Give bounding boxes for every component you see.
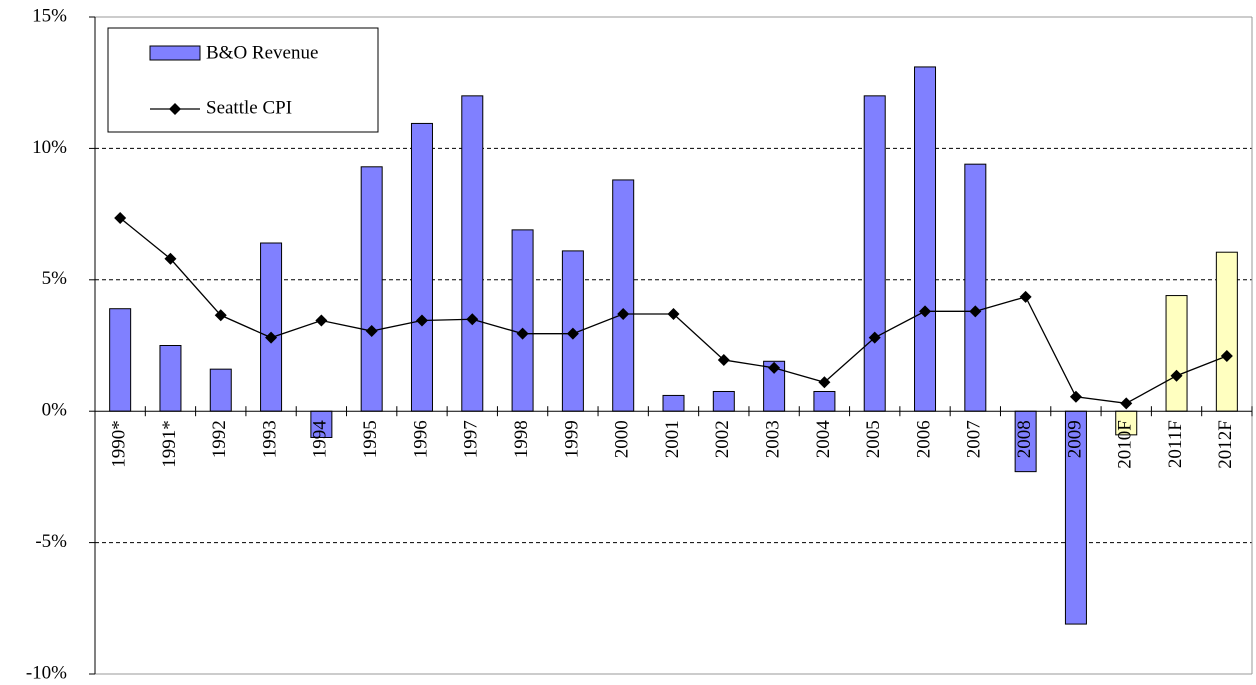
y-tick-label: 5% (42, 268, 68, 289)
marker (1019, 290, 1032, 303)
legend-label: B&O Revenue (206, 42, 318, 63)
bar (410, 122, 433, 412)
x-tick-label: 1998 (511, 420, 532, 458)
x-tick-label: 1995 (360, 420, 381, 458)
marker (717, 353, 730, 366)
x-tick-label: 2001 (662, 420, 683, 458)
marker (617, 307, 630, 320)
x-tick-label: 2009 (1064, 420, 1085, 458)
x-tick-label: 2011F (1165, 420, 1186, 468)
marker (415, 314, 428, 327)
marker (868, 331, 881, 344)
bar (964, 163, 987, 412)
bar (662, 394, 685, 412)
legend-box (107, 27, 379, 133)
marker (214, 309, 227, 322)
marker (1069, 390, 1082, 403)
x-tick-label: 1997 (461, 420, 482, 458)
bar (863, 95, 886, 412)
bar (813, 390, 836, 412)
x-tick-label: 1994 (310, 420, 331, 459)
x-tick-label: 1990* (109, 420, 130, 468)
bar (511, 229, 534, 412)
x-tick-label: 1996 (410, 420, 431, 458)
x-tick-label: 1991* (159, 420, 180, 468)
bar (612, 179, 635, 412)
x-tick-label: 2012F (1215, 420, 1236, 469)
x-tick-label: 2000 (612, 420, 633, 458)
marker (818, 376, 831, 389)
marker (919, 305, 932, 318)
bar (109, 308, 132, 412)
legend-swatch (149, 45, 201, 61)
marker (265, 331, 278, 344)
x-tick-label: 1993 (259, 420, 280, 458)
marker (365, 325, 378, 338)
bar (260, 242, 283, 412)
legend-label: Seattle CPI (206, 97, 292, 118)
marker (516, 327, 529, 340)
y-tick-label: -5% (35, 531, 67, 552)
bar (712, 390, 735, 412)
y-tick-label: 15% (32, 5, 67, 26)
bar (360, 166, 383, 412)
x-tick-label: 2008 (1014, 420, 1035, 458)
marker (768, 361, 781, 374)
x-tick-label: 1992 (209, 420, 230, 458)
marker (969, 305, 982, 318)
marker (164, 252, 177, 265)
x-tick-label: 2007 (964, 420, 985, 458)
bar (209, 368, 232, 412)
x-tick-label: 2002 (712, 420, 733, 458)
y-tick-label: 10% (32, 137, 67, 158)
marker (315, 314, 328, 327)
y-tick-label: -10% (26, 662, 67, 683)
bar (1215, 251, 1238, 412)
bar (1165, 295, 1188, 412)
marker (566, 327, 579, 340)
y-tick-label: 0% (42, 400, 68, 421)
bar (914, 66, 937, 412)
x-tick-label: 2004 (813, 420, 834, 459)
x-tick-label: 1999 (561, 420, 582, 458)
marker (1120, 397, 1133, 410)
bar (461, 95, 484, 412)
marker (1220, 350, 1233, 363)
bar (159, 345, 182, 412)
marker (114, 212, 127, 225)
x-tick-label: 2006 (913, 420, 934, 458)
legend-marker (169, 103, 181, 115)
x-tick-label: 2005 (863, 420, 884, 458)
marker (667, 307, 680, 320)
x-tick-label: 2010F (1115, 420, 1136, 469)
marker (466, 313, 479, 326)
x-tick-label: 2003 (762, 420, 783, 458)
marker (1170, 369, 1183, 382)
